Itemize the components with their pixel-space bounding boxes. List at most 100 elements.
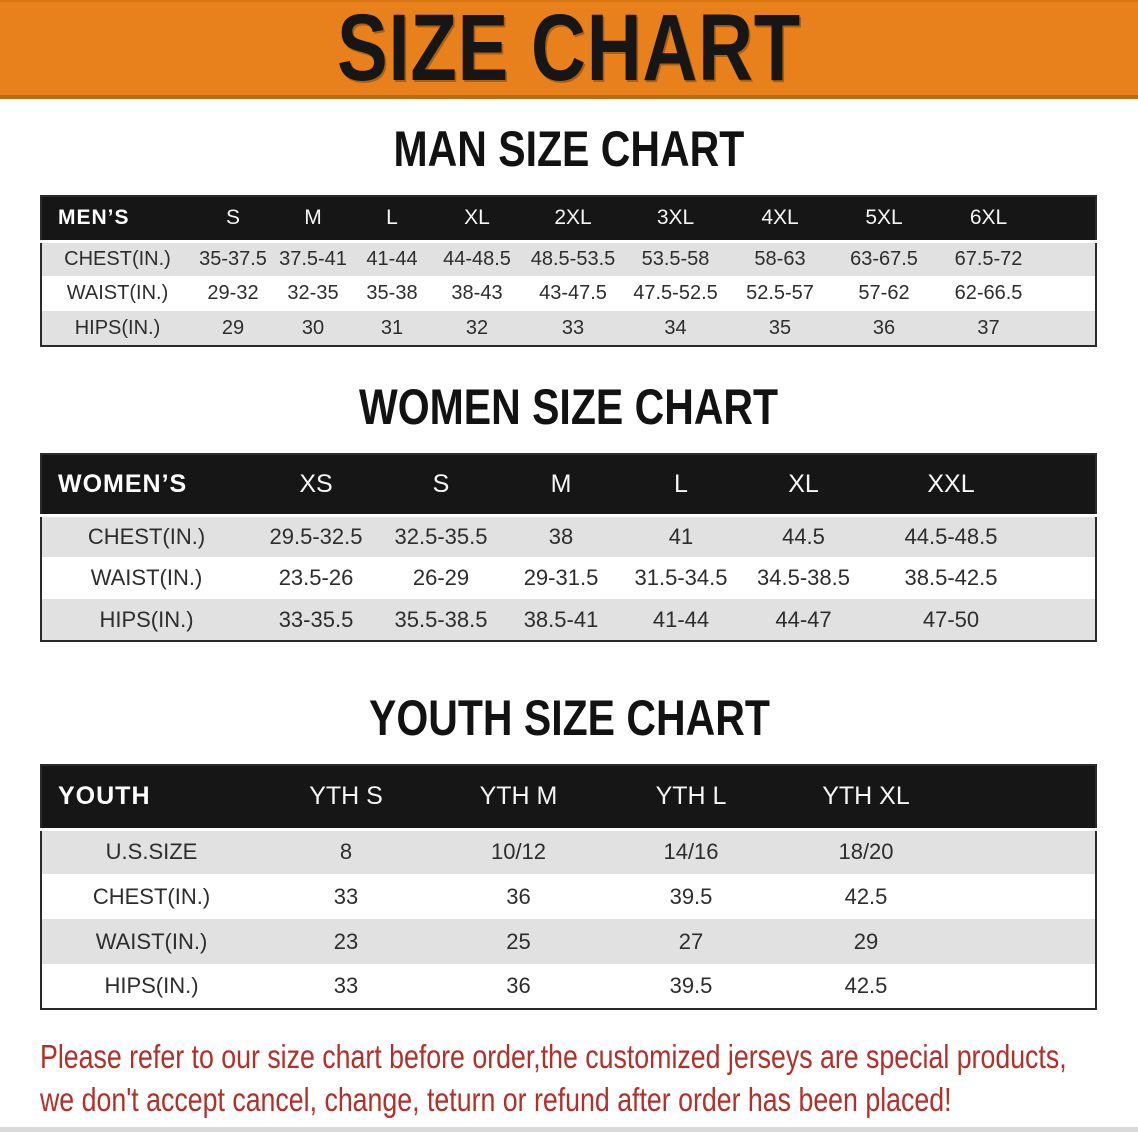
spacer-cell	[1041, 311, 1096, 346]
youth-table-header-row: YOUTH YTH S YTH M YTH L YTH XL	[41, 765, 1096, 831]
women-header-size-cell: XL	[741, 454, 866, 517]
size-value-cell: 26-29	[381, 557, 501, 599]
youth-hips-row: HIPS(IN.) 33 36 39.5 42.5	[41, 964, 1096, 1009]
spacer-cell	[1041, 196, 1096, 243]
spacer-cell	[956, 829, 1096, 874]
men-chest-row: CHEST(IN.) 35-37.5 37.5-41 41-44 44-48.5…	[41, 241, 1096, 276]
men-size-table: MEN’S S M L XL 2XL 3XL 4XL 5XL 6XL CHEST…	[40, 195, 1097, 347]
men-header-label: MEN’S	[41, 196, 193, 243]
men-hips-row: HIPS(IN.) 29 30 31 32 33 34 35 36 37	[41, 311, 1096, 346]
size-value-cell: 25	[431, 919, 606, 964]
youth-header-size-cell: YTH M	[431, 765, 606, 831]
size-value-cell: 38.5-41	[501, 599, 621, 641]
row-label-cell: CHEST(IN.)	[41, 515, 251, 557]
size-value-cell: 58-63	[728, 241, 832, 276]
women-header-label: WOMEN’S	[41, 454, 251, 517]
size-value-cell: 29.5-32.5	[251, 515, 381, 557]
size-value-cell: 8	[261, 829, 431, 874]
youth-size-table: YOUTH YTH S YTH M YTH L YTH XL U.S.SIZE …	[40, 764, 1097, 1010]
women-table-header-row: WOMEN’S XS S M L XL XXL	[41, 454, 1096, 517]
women-header-size-cell: XXL	[866, 454, 1036, 517]
size-value-cell: 36	[431, 874, 606, 919]
size-value-cell: 29-32	[193, 276, 273, 311]
size-value-cell: 47.5-52.5	[623, 276, 728, 311]
row-label-cell: CHEST(IN.)	[41, 874, 261, 919]
size-value-cell: 27	[606, 919, 776, 964]
youth-section-title: YOUTH SIZE CHART	[0, 692, 1138, 744]
size-value-cell: 14/16	[606, 829, 776, 874]
size-value-cell: 18/20	[776, 829, 956, 874]
men-header-size-cell: XL	[431, 196, 523, 243]
women-section-title-text: WOMEN SIZE CHART	[359, 379, 779, 435]
row-label-cell: WAIST(IN.)	[41, 276, 193, 311]
size-value-cell: 36	[832, 311, 936, 346]
size-value-cell: 38.5-42.5	[866, 557, 1036, 599]
size-value-cell: 38-43	[431, 276, 523, 311]
spacer-cell	[1041, 276, 1096, 311]
size-value-cell: 23	[261, 919, 431, 964]
bottom-edge-strip	[0, 1127, 1138, 1132]
size-value-cell: 43-47.5	[523, 276, 623, 311]
women-hips-row: HIPS(IN.) 33-35.5 35.5-38.5 38.5-41 41-4…	[41, 599, 1096, 641]
size-value-cell: 42.5	[776, 874, 956, 919]
women-header-size-cell: XS	[251, 454, 381, 517]
men-section-title: MAN SIZE CHART	[0, 123, 1138, 175]
disclaimer-line-1: Please refer to our size chart before or…	[40, 1038, 1067, 1075]
size-value-cell: 39.5	[606, 964, 776, 1009]
row-label-cell: CHEST(IN.)	[41, 241, 193, 276]
youth-header-size-cell: YTH XL	[776, 765, 956, 831]
size-value-cell: 29	[776, 919, 956, 964]
youth-ussize-row: U.S.SIZE 8 10/12 14/16 18/20	[41, 829, 1096, 874]
size-value-cell: 44.5-48.5	[866, 515, 1036, 557]
size-value-cell: 35-37.5	[193, 241, 273, 276]
size-value-cell: 32.5-35.5	[381, 515, 501, 557]
size-value-cell: 29-31.5	[501, 557, 621, 599]
size-value-cell: 10/12	[431, 829, 606, 874]
youth-header-label: YOUTH	[41, 765, 261, 831]
men-waist-row: WAIST(IN.) 29-32 32-35 35-38 38-43 43-47…	[41, 276, 1096, 311]
size-value-cell: 63-67.5	[832, 241, 936, 276]
spacer-cell	[1036, 515, 1096, 557]
row-label-cell: WAIST(IN.)	[41, 919, 261, 964]
size-value-cell: 35	[728, 311, 832, 346]
size-value-cell: 32	[431, 311, 523, 346]
youth-chest-row: CHEST(IN.) 33 36 39.5 42.5	[41, 874, 1096, 919]
disclaimer-line-2: we don't accept cancel, change, teturn o…	[40, 1081, 952, 1118]
disclaimer-note: Please refer to our size chart before or…	[40, 1035, 1138, 1121]
women-header-size-cell: M	[501, 454, 621, 517]
row-label-cell: WAIST(IN.)	[41, 557, 251, 599]
spacer-cell	[956, 765, 1096, 831]
size-value-cell: 67.5-72	[936, 241, 1041, 276]
men-header-size-cell: L	[353, 196, 431, 243]
size-value-cell: 47-50	[866, 599, 1036, 641]
size-value-cell: 23.5-26	[251, 557, 381, 599]
size-value-cell: 31.5-34.5	[621, 557, 741, 599]
size-value-cell: 33	[261, 874, 431, 919]
size-value-cell: 29	[193, 311, 273, 346]
men-section-title-text: MAN SIZE CHART	[393, 121, 745, 177]
size-value-cell: 53.5-58	[623, 241, 728, 276]
size-value-cell: 41-44	[621, 599, 741, 641]
men-header-size-cell: 2XL	[523, 196, 623, 243]
men-header-size-cell: 3XL	[623, 196, 728, 243]
size-value-cell: 31	[353, 311, 431, 346]
size-value-cell: 33-35.5	[251, 599, 381, 641]
women-size-table: WOMEN’S XS S M L XL XXL CHEST(IN.) 29.5-…	[40, 453, 1097, 642]
row-label-cell: HIPS(IN.)	[41, 311, 193, 346]
men-header-size-cell: S	[193, 196, 273, 243]
size-value-cell: 52.5-57	[728, 276, 832, 311]
row-label-cell: U.S.SIZE	[41, 829, 261, 874]
size-value-cell: 34	[623, 311, 728, 346]
size-value-cell: 37	[936, 311, 1041, 346]
size-value-cell: 62-66.5	[936, 276, 1041, 311]
youth-waist-row: WAIST(IN.) 23 25 27 29	[41, 919, 1096, 964]
women-header-size-cell: L	[621, 454, 741, 517]
size-value-cell: 33	[261, 964, 431, 1009]
size-value-cell: 33	[523, 311, 623, 346]
row-label-cell: HIPS(IN.)	[41, 599, 251, 641]
youth-header-size-cell: YTH S	[261, 765, 431, 831]
size-value-cell: 37.5-41	[273, 241, 353, 276]
size-value-cell: 48.5-53.5	[523, 241, 623, 276]
spacer-cell	[1036, 557, 1096, 599]
banner-title: SIZE CHART	[337, 0, 801, 101]
